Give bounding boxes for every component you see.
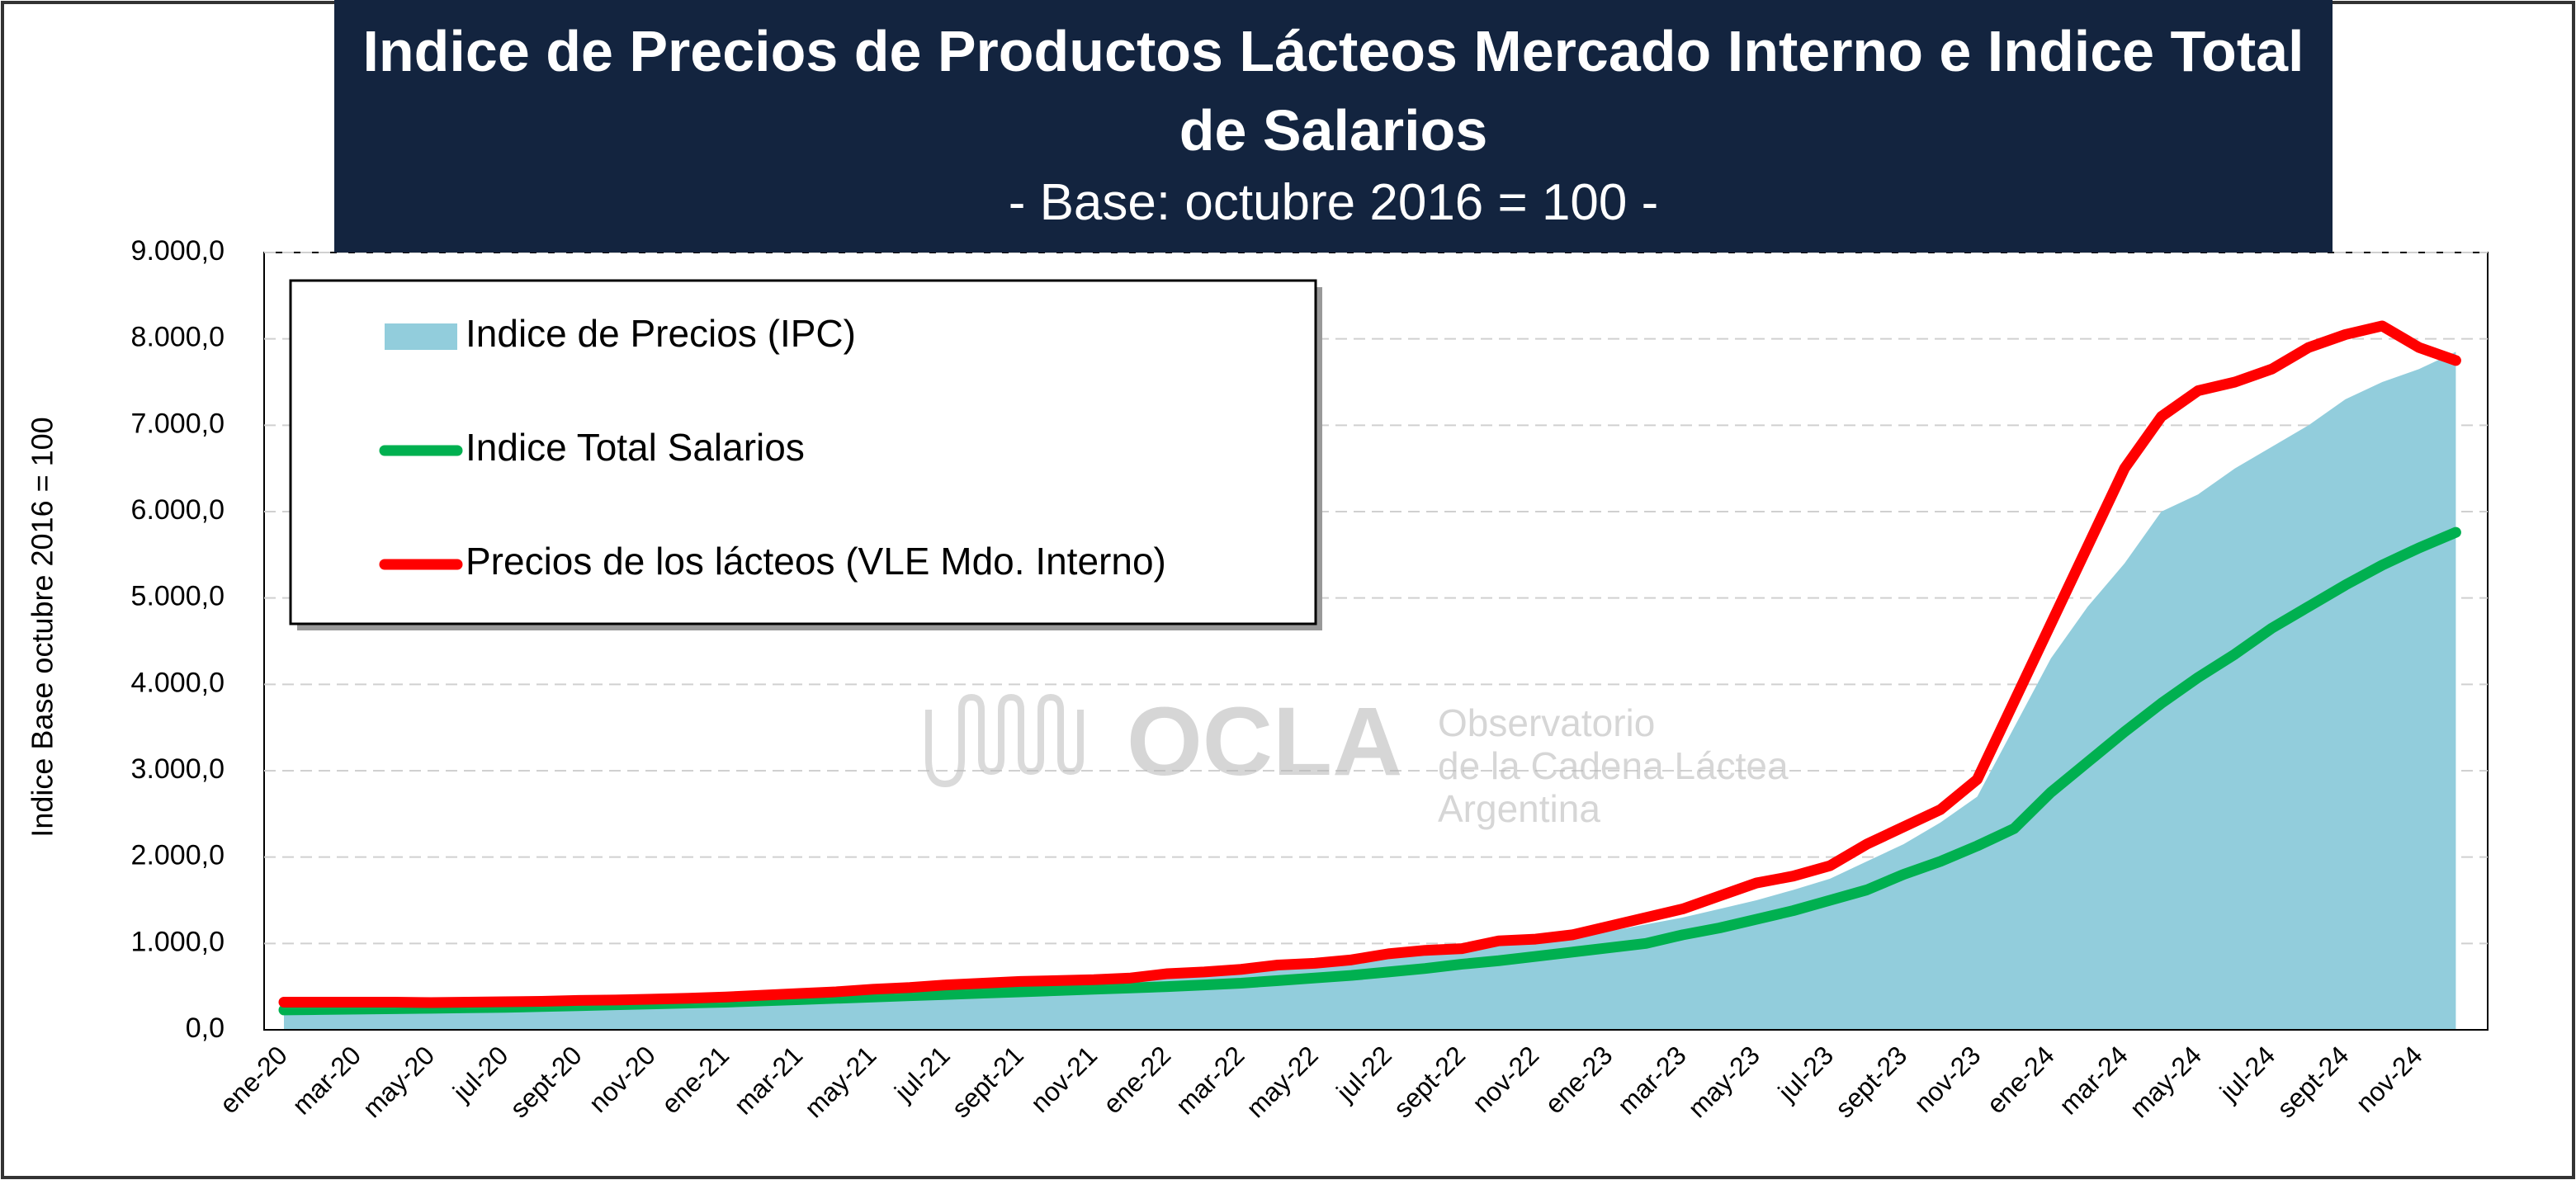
x-tick-label: jul-23 <box>1772 1040 1840 1107</box>
x-tick-label: may-20 <box>357 1040 440 1123</box>
area <box>284 352 2456 1030</box>
chart-title: Indice de Precios de Productos Lácteos M… <box>362 19 2304 163</box>
x-tick-label: mar-21 <box>728 1040 808 1120</box>
x-tick-label: mar-22 <box>1170 1040 1250 1120</box>
x-tick-label: mar-20 <box>286 1040 366 1120</box>
x-tick-label: ene-20 <box>214 1040 293 1119</box>
x-tick-label: nov-23 <box>1908 1040 1987 1118</box>
x-tick-label: may-24 <box>2124 1040 2207 1123</box>
x-tick-label: sept-24 <box>2271 1040 2355 1123</box>
y-tick-label: 2.000,0 <box>131 840 225 871</box>
x-tick-label: nov-20 <box>583 1040 661 1118</box>
legend-swatch <box>385 323 457 350</box>
watermark-logo-text: OCLA <box>1127 687 1402 796</box>
legend-label: Precios de los lácteos (VLE Mdo. Interno… <box>466 540 1166 583</box>
legend: Indice de Precios (IPC) Indice Total Sala… <box>289 279 1322 630</box>
x-tick-label: mar-24 <box>2054 1040 2134 1120</box>
y-tick-label: 5.000,0 <box>131 581 225 612</box>
y-tick-label: 0,0 <box>186 1012 225 1044</box>
watermark-text: Observatorio <box>1438 701 1655 744</box>
x-tick-label: nov-24 <box>2350 1040 2428 1118</box>
x-tick-label: jul-24 <box>2214 1040 2281 1107</box>
y-tick-label: 9.000,0 <box>131 235 225 267</box>
x-tick-label: sept-21 <box>946 1040 1029 1123</box>
y-tick-label: 8.000,0 <box>131 322 225 353</box>
title-box: Indice de Precios de Productos Lácteos M… <box>334 0 2333 253</box>
y-tick-label: 1.000,0 <box>131 926 225 957</box>
x-tick-label: jul-22 <box>1330 1040 1397 1107</box>
x-tick-label: jul-20 <box>447 1040 514 1107</box>
watermark: OCLA Observatorio de la Cadena Láctea Ar… <box>925 687 1789 830</box>
y-tick-label: 3.000,0 <box>131 753 225 785</box>
x-tick-label: ene-22 <box>1097 1040 1176 1119</box>
x-tick-label: sept-22 <box>1387 1040 1471 1123</box>
x-tick-label: ene-23 <box>1539 1040 1619 1119</box>
x-tick-label: nov-22 <box>1467 1040 1545 1118</box>
x-tick-label: sept-23 <box>1829 1040 1912 1123</box>
x-tick-label: ene-21 <box>655 1040 735 1119</box>
x-tick-label: ene-24 <box>1981 1040 2060 1119</box>
watermark-text: de la Cadena Láctea <box>1438 744 1789 787</box>
watermark-logo <box>925 693 1084 788</box>
x-tick-label: jul-21 <box>888 1040 956 1107</box>
legend-label: Indice de Precios (IPC) <box>466 312 856 355</box>
y-tick-label: 4.000,0 <box>131 667 225 698</box>
x-tick-label: may-21 <box>799 1040 882 1123</box>
watermark-text: Argentina <box>1438 787 1600 830</box>
legend-label: Indice Total Salarios <box>466 426 805 469</box>
y-tick-label: 7.000,0 <box>131 408 225 439</box>
line <box>278 320 2461 1008</box>
y-axis-title: Indice Base octubre 2016 = 100 <box>26 417 59 837</box>
x-tick-label: may-23 <box>1682 1040 1765 1123</box>
x-tick-label: may-22 <box>1241 1040 1324 1123</box>
x-tick-label: sept-20 <box>504 1040 588 1123</box>
x-tick-label: nov-21 <box>1024 1040 1103 1118</box>
chart-subtitle: - Base: octubre 2016 = 100 - <box>1008 174 1659 231</box>
y-tick-label: 6.000,0 <box>131 494 225 526</box>
x-tick-label: mar-23 <box>1612 1040 1692 1120</box>
